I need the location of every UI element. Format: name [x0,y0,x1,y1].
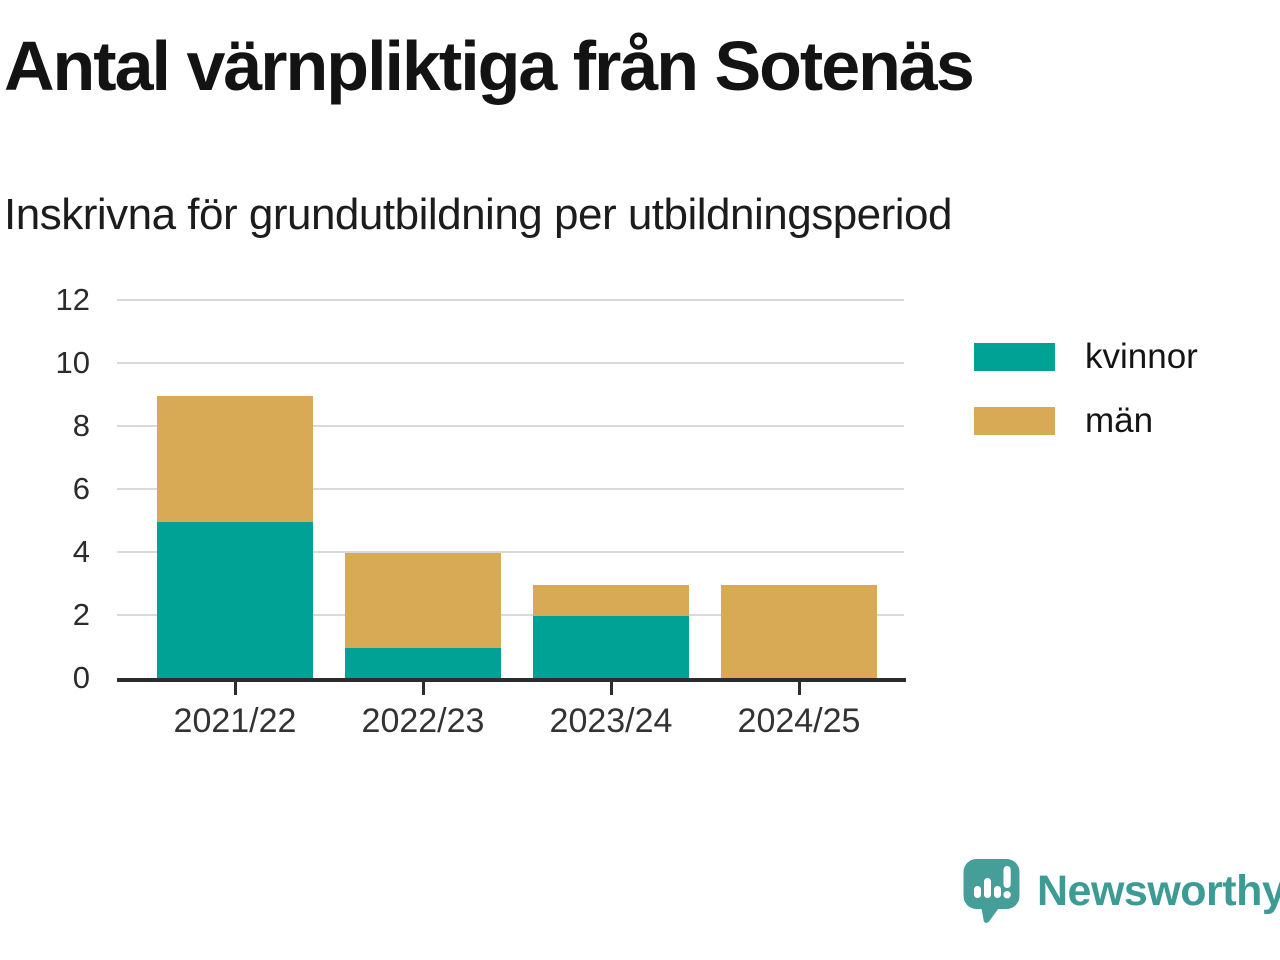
brand-wordmark: Newsworthy [1037,866,1280,915]
y-axis-tick-label: 12 [55,282,90,317]
x-axis-category-label: 2024/25 [737,702,861,740]
bar-segment-män [345,553,501,648]
bar-segment-män [157,395,313,522]
x-axis-tick [234,682,237,695]
y-axis-tick-label: 6 [72,471,90,506]
gridline [117,425,904,427]
y-axis-tick-label: 0 [72,660,90,695]
x-axis-category-label: 2023/24 [549,702,673,740]
gridline [117,488,904,490]
y-axis-tick-label: 4 [72,534,90,569]
y-axis-tick-label: 10 [55,345,90,380]
x-axis-line [117,678,906,682]
legend: kvinnor män [974,339,1198,438]
legend-item-kvinnor: kvinnor [974,339,1198,374]
gridline [117,362,904,364]
chart-subtitle: Inskrivna för grundutbildning per utbild… [4,190,953,239]
x-axis-category-label: 2022/23 [361,702,485,740]
bar-segment-män [721,584,877,679]
bar-segment-kvinnor [345,647,501,679]
legend-label: kvinnor [1085,337,1198,376]
x-axis-category-label: 2021/22 [173,702,297,740]
newsworthy-logo-icon [963,859,1020,923]
x-axis-tick [610,682,613,695]
gridline [117,551,904,553]
bar-segment-män [533,584,689,616]
x-axis-tick [422,682,425,695]
chart-title: Antal värnpliktiga från Sotenäs [4,27,975,105]
brand-footer: Newsworthy [963,859,1280,923]
gridline [117,614,904,616]
legend-swatch-kvinnor [974,342,1055,371]
y-axis-tick-label: 8 [72,408,90,443]
gridline [117,299,904,301]
x-axis-tick [798,682,801,695]
legend-swatch-män [974,406,1055,435]
legend-item-män: män [974,403,1198,438]
bar-segment-kvinnor [157,521,313,679]
y-axis-tick-label: 2 [72,597,90,632]
legend-label: män [1085,401,1154,440]
bar-segment-kvinnor [533,616,689,679]
